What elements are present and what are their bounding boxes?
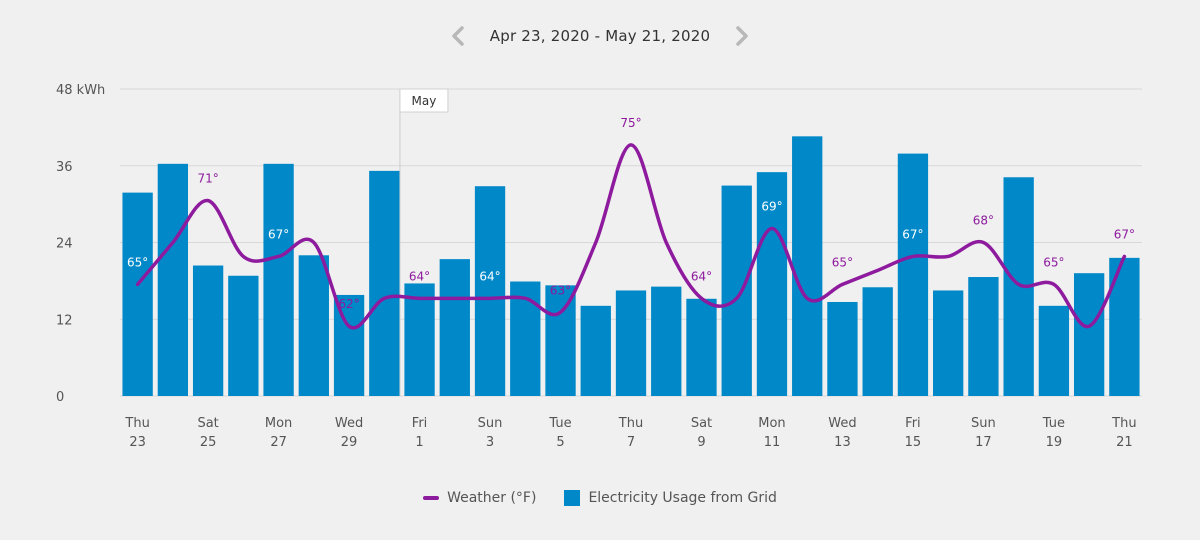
- usage-bar[interactable]: [651, 286, 682, 396]
- usage-bar[interactable]: [157, 163, 189, 396]
- x-tick-date: 25: [200, 435, 217, 450]
- x-tick-day: Wed: [828, 416, 856, 431]
- x-tick-date: 11: [764, 435, 781, 450]
- usage-bar[interactable]: [228, 275, 259, 396]
- usage-bar[interactable]: [1038, 305, 1070, 396]
- usage-bar-swatch: [564, 490, 581, 506]
- x-tick-date: 17: [975, 435, 992, 450]
- x-tick-date: 5: [556, 435, 564, 450]
- x-tick-day: Sat: [197, 416, 218, 431]
- temperature-label: 64°: [479, 269, 500, 283]
- legend-usage-label: Electricity Usage from Grid: [588, 490, 777, 506]
- usage-bar[interactable]: [721, 185, 752, 396]
- usage-bar[interactable]: [792, 136, 823, 396]
- usage-bar[interactable]: [968, 277, 999, 396]
- temperature-label: 75°: [620, 116, 641, 130]
- x-tick-date: 19: [1046, 435, 1063, 450]
- legend-weather-label: Weather (°F): [447, 490, 537, 506]
- usage-bar[interactable]: [404, 283, 435, 396]
- x-tick-day: Fri: [905, 416, 921, 431]
- x-tick-date: 23: [129, 435, 146, 450]
- x-tick-date: 9: [697, 435, 705, 450]
- x-tick-date: 1: [415, 435, 423, 450]
- usage-bar[interactable]: [686, 298, 717, 396]
- date-navigation: Apr 23, 2020 - May 21, 2020: [0, 22, 1200, 50]
- x-tick-day: Thu: [618, 416, 643, 431]
- chevron-right-icon: [736, 26, 748, 46]
- x-tick-day: Wed: [335, 416, 363, 431]
- weather-line-swatch: [423, 496, 440, 500]
- usage-bar[interactable]: [545, 285, 576, 396]
- x-tick-date: 15: [905, 435, 922, 450]
- next-period-button[interactable]: [728, 22, 756, 50]
- month-marker-label: May: [412, 94, 437, 108]
- temperature-label: 64°: [691, 269, 712, 283]
- temperature-label: 67°: [1114, 227, 1135, 241]
- usage-bar[interactable]: [510, 281, 541, 396]
- y-tick-label: 0: [56, 390, 64, 405]
- weather-line: [135, 143, 1127, 330]
- x-tick-day: Thu: [124, 416, 149, 431]
- legend-item-weather[interactable]: Weather (°F): [423, 490, 536, 506]
- usage-bar[interactable]: [263, 163, 294, 396]
- x-tick-day: Mon: [758, 416, 785, 431]
- temperature-label: 71°: [197, 172, 218, 186]
- x-tick-day: Sat: [691, 416, 712, 431]
- usage-bar[interactable]: [615, 290, 647, 396]
- usage-bar[interactable]: [192, 265, 224, 396]
- temperature-label: 67°: [902, 227, 923, 241]
- temperature-label: 65°: [127, 255, 148, 269]
- usage-bar[interactable]: [122, 192, 153, 396]
- x-tick-date: 29: [341, 435, 358, 450]
- legend-item-usage[interactable]: Electricity Usage from Grid: [564, 490, 777, 506]
- date-range-label: Apr 23, 2020 - May 21, 2020: [489, 27, 711, 45]
- chevron-left-icon: [452, 26, 464, 46]
- temperature-label: 68°: [973, 214, 994, 228]
- x-tick-day: Tue: [548, 416, 571, 431]
- y-tick-label: 24: [56, 237, 73, 252]
- x-tick-day: Sun: [478, 416, 503, 431]
- x-tick-date: 13: [834, 435, 851, 450]
- usage-bar[interactable]: [897, 153, 929, 396]
- usage-chart: 48 kWh 36 24 12 0 May 65° 71° 67° 62° 64° 64° 63° 75°…: [56, 83, 1142, 450]
- usage-bar[interactable]: [1073, 273, 1105, 396]
- x-tick-date: 27: [270, 435, 287, 450]
- y-tick-label: 48 kWh: [56, 83, 105, 98]
- x-tick-date: 21: [1116, 435, 1133, 450]
- usage-bar[interactable]: [580, 305, 611, 396]
- x-tick-day: Tue: [1042, 416, 1065, 431]
- usage-bar[interactable]: [298, 255, 329, 396]
- usage-bar[interactable]: [862, 287, 893, 396]
- temperature-label: 65°: [1043, 255, 1064, 269]
- usage-bar[interactable]: [474, 186, 506, 396]
- usage-bar[interactable]: [439, 259, 470, 396]
- previous-period-button[interactable]: [444, 22, 472, 50]
- usage-bar[interactable]: [369, 170, 400, 396]
- x-tick-day: Thu: [1111, 416, 1136, 431]
- temperature-label: 62°: [338, 297, 359, 311]
- usage-bar[interactable]: [756, 172, 788, 396]
- x-tick-date: 7: [627, 435, 635, 450]
- x-tick-day: Mon: [265, 416, 292, 431]
- chart-legend: Weather (°F) Electricity Usage from Grid: [0, 486, 1200, 510]
- temperature-label: 69°: [761, 200, 782, 214]
- y-tick-label: 12: [56, 313, 73, 328]
- month-marker-box: [399, 88, 449, 113]
- usage-bar[interactable]: [933, 290, 964, 396]
- temperature-label: 65°: [832, 255, 853, 269]
- x-tick-day: Fri: [412, 416, 428, 431]
- usage-bar[interactable]: [827, 301, 858, 396]
- temperature-label: 67°: [268, 227, 289, 241]
- temperature-label: 63°: [550, 283, 571, 297]
- x-tick-day: Sun: [971, 416, 996, 431]
- x-tick-date: 3: [486, 435, 494, 450]
- y-tick-label: 36: [56, 160, 73, 175]
- temperature-label: 64°: [409, 269, 430, 283]
